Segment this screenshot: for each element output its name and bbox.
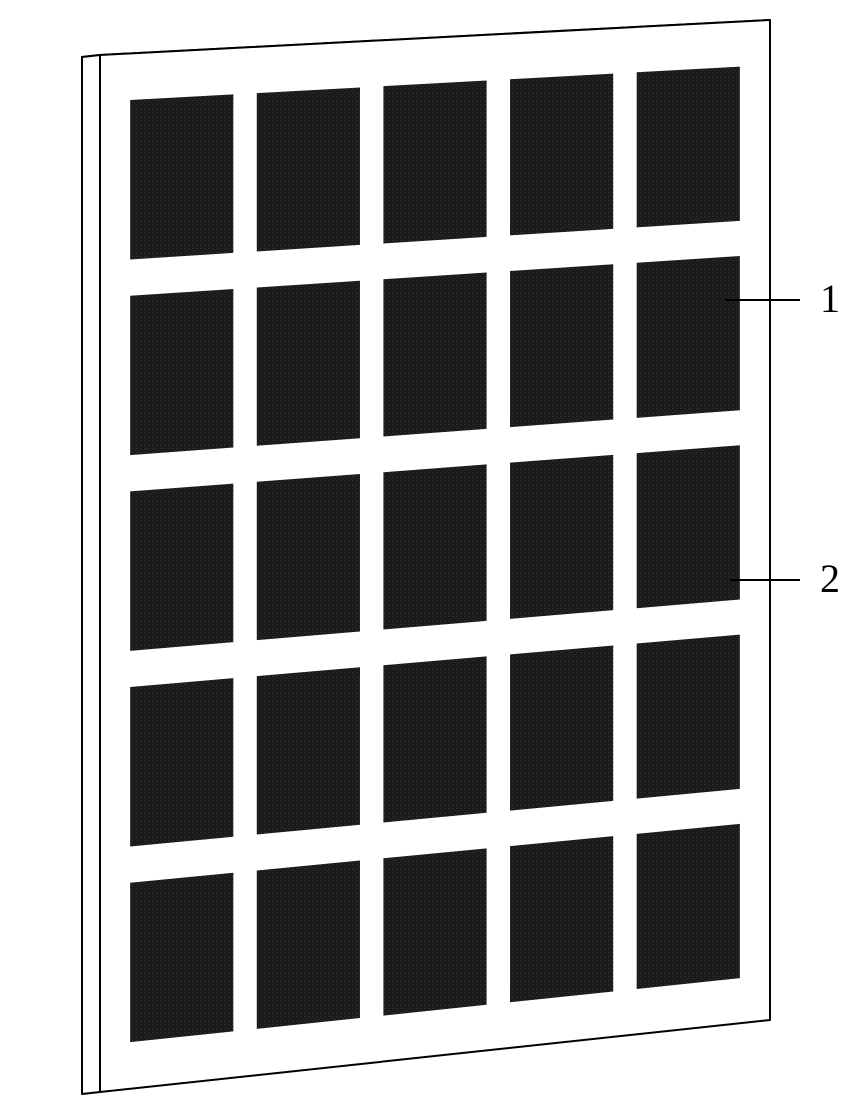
grid-cell-2-0 <box>130 484 233 651</box>
grid-cell-0-4 <box>637 67 740 228</box>
grid-cell-2-2 <box>383 464 486 629</box>
grid-cell-0-0 <box>130 94 233 259</box>
grid-cell-2-3 <box>510 455 613 619</box>
grid-cell-4-3 <box>510 836 613 1002</box>
label-1-text: 1 <box>820 276 840 321</box>
grid-cell-0-2 <box>383 81 486 244</box>
label-2-text: 2 <box>820 556 840 601</box>
grid-cell-1-3 <box>510 264 613 427</box>
grid-cell-1-4 <box>637 256 740 418</box>
grid-cell-2-4 <box>637 445 740 608</box>
grid-cell-1-0 <box>130 289 233 455</box>
grid-cell-0-1 <box>257 87 360 251</box>
grid-cell-3-1 <box>257 667 360 834</box>
grid-cell-4-2 <box>383 848 486 1015</box>
grid-cell-4-4 <box>637 824 740 989</box>
grid-cell-3-3 <box>510 645 613 810</box>
panel-left-face <box>82 55 100 1094</box>
grid-cell-4-0 <box>130 873 233 1042</box>
label-1: 1 <box>820 275 840 322</box>
grid-cell-0-3 <box>510 74 613 236</box>
grid-cell-3-2 <box>383 656 486 822</box>
grid-cell-3-0 <box>130 678 233 846</box>
label-2: 2 <box>820 555 840 602</box>
grid-cell-2-1 <box>257 474 360 640</box>
grid-cell-1-2 <box>383 272 486 436</box>
diagram-container: 1 2 <box>0 0 867 1111</box>
grid-cell-4-1 <box>257 861 360 1029</box>
grid-cell-1-1 <box>257 281 360 446</box>
grid-cell-3-4 <box>637 635 740 799</box>
panel-svg <box>0 0 867 1111</box>
